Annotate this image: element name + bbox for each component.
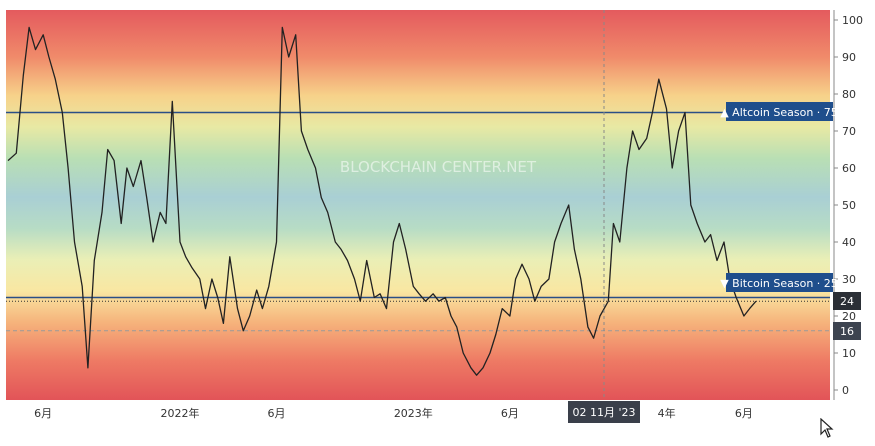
y-tick-label: 80 bbox=[842, 88, 856, 101]
altcoin-season-badge-bg bbox=[726, 102, 833, 121]
altcoin-season-badge: ▲ Altcoin Season · 75 bbox=[720, 102, 838, 121]
y-tick-label: 40 bbox=[842, 236, 856, 249]
altcoin-index-line bbox=[7, 26, 757, 376]
y-tick-label: 20 bbox=[842, 310, 856, 323]
current-value-badge-bg bbox=[833, 292, 861, 310]
x-tick-label: 6月 bbox=[34, 407, 52, 420]
y-axis: 0 10 20 30 40 50 60 70 80 90 100 bbox=[833, 10, 863, 400]
y-tick-label: 90 bbox=[842, 51, 856, 64]
x-tick-label: 6月 bbox=[501, 407, 519, 420]
y-tick-label: 60 bbox=[842, 162, 856, 175]
y-tick-label: 100 bbox=[842, 14, 863, 27]
dashed-level-badge-bg bbox=[833, 322, 861, 340]
mouse-pointer-icon bbox=[820, 418, 834, 438]
x-tick-label: 2023年 bbox=[394, 406, 433, 420]
plot-background bbox=[6, 10, 830, 400]
bitcoin-season-badge-bg bbox=[726, 273, 833, 292]
bitcoin-season-badge-text: ▼ Bitcoin Season · 25 bbox=[720, 277, 838, 290]
current-value-badge-text: 24 bbox=[840, 295, 854, 308]
x-tick-label: 4年 bbox=[658, 406, 676, 420]
altcoin-season-badge-text: ▲ Altcoin Season · 75 bbox=[720, 106, 838, 119]
y-tick-label: 30 bbox=[842, 273, 856, 286]
threshold-layer bbox=[6, 111, 830, 332]
watermark: BLOCKCHAIN CENTER.NET bbox=[340, 158, 537, 176]
y-tick-label: 70 bbox=[842, 125, 856, 138]
x-tick-label: 6月 bbox=[735, 407, 753, 420]
x-tick-label: 6月 bbox=[268, 407, 286, 420]
line-layer bbox=[7, 26, 757, 376]
x-axis: 6月 2022年 6月 2023年 6月 4年 6月 bbox=[34, 406, 753, 420]
y-tick-label: 0 bbox=[842, 384, 849, 397]
dashed-level-badge: 16 bbox=[833, 322, 861, 340]
x-tick-label: 2022年 bbox=[160, 406, 199, 420]
crosshair-label: 02 11月 '23 bbox=[572, 406, 635, 419]
crosshair-label-bg bbox=[568, 401, 640, 423]
bitcoin-season-badge: ▼ Bitcoin Season · 25 bbox=[720, 273, 838, 292]
y-tick-label: 50 bbox=[842, 199, 856, 212]
current-value-badge: 24 bbox=[833, 292, 861, 310]
dashed-level-badge-text: 16 bbox=[840, 325, 854, 338]
y-tick-label: 10 bbox=[842, 347, 856, 360]
